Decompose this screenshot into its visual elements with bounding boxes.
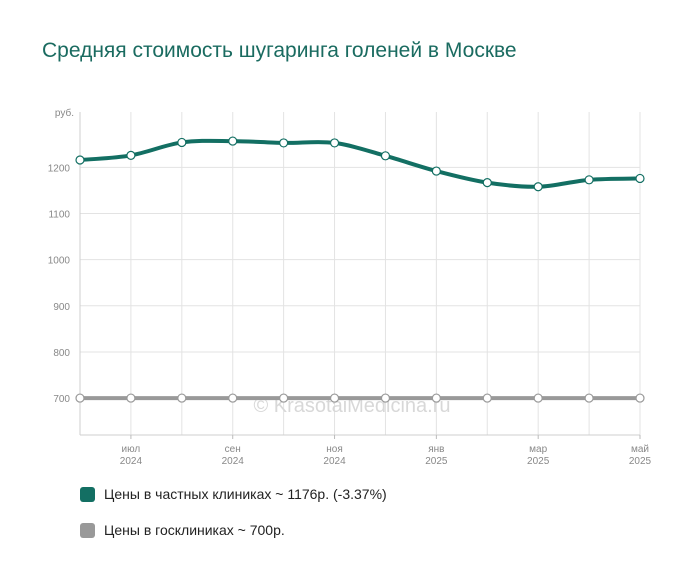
data-point: [533, 393, 543, 403]
x-tick-label: ноя: [326, 444, 343, 455]
y-tick-label: 900: [53, 302, 70, 313]
x-tick-year-label: 2025: [425, 456, 448, 467]
legend-item: Цены в госклиниках ~ 700р.: [80, 520, 387, 540]
x-tick-label: май: [631, 444, 649, 455]
x-tick-year-label: 2025: [527, 456, 550, 467]
data-point: [380, 151, 391, 161]
data-point: [329, 393, 340, 403]
x-tick-label: янв: [428, 444, 444, 455]
data-point: [482, 393, 492, 403]
x-tick-label: сен: [225, 444, 241, 455]
data-point: [533, 182, 543, 192]
data-point: [431, 393, 441, 403]
y-unit-label: руб.: [55, 107, 74, 119]
data-point: [228, 136, 238, 146]
legend-item: Цены в частных клиниках ~ 1176р. (-3.37%…: [80, 484, 387, 504]
data-point: [584, 393, 594, 403]
data-point: [75, 155, 85, 165]
line-chart: руб.700800900100011001200июл2024сен2024н…: [48, 107, 652, 467]
x-tick-label: июл: [122, 444, 141, 455]
data-point: [75, 393, 85, 403]
data-point: [329, 138, 340, 148]
x-tick-year-label: 2024: [222, 456, 245, 467]
series-line: [78, 138, 642, 189]
legend-swatch: [80, 486, 95, 502]
data-point: [482, 177, 492, 188]
data-point: [177, 393, 187, 403]
legend-label: Цены в госклиниках ~ 700р.: [104, 522, 285, 538]
data-point: [431, 166, 441, 176]
data-point: [228, 393, 238, 403]
y-tick-label: 1200: [48, 163, 71, 174]
data-point: [126, 150, 136, 160]
legend-label: Цены в частных клиниках ~ 1176р. (-3.37%…: [104, 486, 387, 502]
x-tick-year-label: 2025: [629, 456, 652, 467]
data-point: [380, 393, 391, 403]
x-tick-label: мар: [529, 444, 547, 455]
chart-title: Средняя стоимость шугаринга голеней в Мо…: [42, 39, 517, 62]
data-point: [635, 393, 645, 403]
x-tick-year-label: 2024: [323, 456, 346, 467]
x-tick-year-label: 2024: [120, 456, 143, 467]
data-point: [279, 393, 289, 403]
watermark: © KrasotaiMedicina.ru: [253, 395, 450, 417]
y-tick-label: 1100: [48, 210, 70, 221]
chart-legend: Цены в частных клиниках ~ 1176р. (-3.37%…: [80, 484, 387, 556]
data-point: [177, 137, 187, 148]
data-point: [635, 173, 645, 184]
data-point: [584, 175, 594, 185]
y-tick-label: 800: [53, 348, 70, 359]
data-point: [126, 393, 136, 403]
y-tick-label: 1000: [48, 256, 71, 267]
y-tick-label: 700: [53, 394, 70, 405]
data-point: [279, 138, 289, 148]
legend-swatch: [80, 522, 95, 538]
